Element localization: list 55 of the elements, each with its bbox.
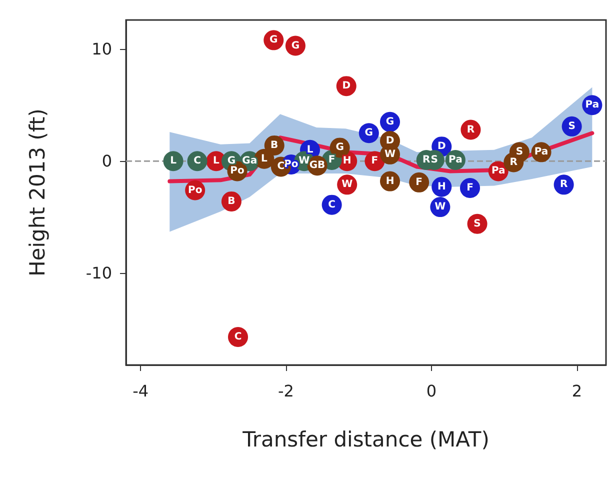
data-label: F [328, 154, 336, 166]
data-label: S [516, 146, 524, 158]
data-label: G [227, 156, 236, 167]
data-label: B [228, 196, 236, 207]
data-label: S [568, 120, 576, 132]
x-tick-label: -2 [278, 382, 294, 400]
data-label: S [430, 154, 438, 166]
data-label: C [328, 199, 336, 210]
data-label: D [437, 141, 446, 152]
x-axis-title: Transfer distance (MAT) [242, 428, 490, 452]
data-label: W [434, 202, 446, 213]
data-label: W [342, 179, 353, 190]
data-label: Po [188, 184, 202, 196]
data-label: Pa [585, 100, 600, 111]
data-label: GB [309, 160, 326, 172]
data-label: F [371, 156, 378, 167]
x-tick-label: 2 [572, 382, 582, 400]
data-label: Ga [242, 156, 258, 167]
data-label: G [364, 128, 374, 139]
data-label: L [170, 156, 178, 167]
x-tick-label: 0 [426, 382, 437, 400]
data-label: L [306, 144, 314, 156]
data-label: Pa [534, 146, 548, 158]
y-tick-label: 0 [102, 152, 112, 171]
data-label: Pa [448, 154, 462, 166]
data-label: G [291, 40, 300, 52]
data-label: W [298, 156, 310, 167]
data-label: B [270, 140, 278, 151]
data-label: L [260, 153, 268, 164]
data-label: H [342, 156, 352, 167]
data-label: R [466, 124, 475, 136]
data-label: S [474, 218, 481, 230]
data-label: C [234, 331, 242, 342]
data-label: F [416, 176, 423, 188]
data-label: F [466, 182, 474, 194]
data-label: R [560, 179, 568, 190]
x-tick-label: -4 [132, 382, 149, 400]
data-label: L [212, 156, 220, 167]
y-tick-label: 10 [92, 40, 112, 59]
data-label: C [277, 161, 285, 172]
data-label: H [437, 181, 446, 192]
y-tick-label: -10 [86, 264, 112, 283]
data-label: G [386, 116, 394, 128]
data-label: Po [230, 166, 244, 177]
data-label: H [386, 176, 394, 187]
data-label: R [510, 156, 518, 168]
data-label: R [422, 154, 431, 166]
data-label: G [336, 142, 344, 154]
y-axis-title: Height 2013 (ft) [26, 108, 50, 276]
data-label: D [342, 80, 351, 92]
data-label: D [386, 135, 394, 146]
data-label: Pa [491, 166, 506, 177]
data-label: G [270, 34, 278, 46]
data-label: W [384, 148, 396, 160]
data-label: C [194, 156, 201, 167]
